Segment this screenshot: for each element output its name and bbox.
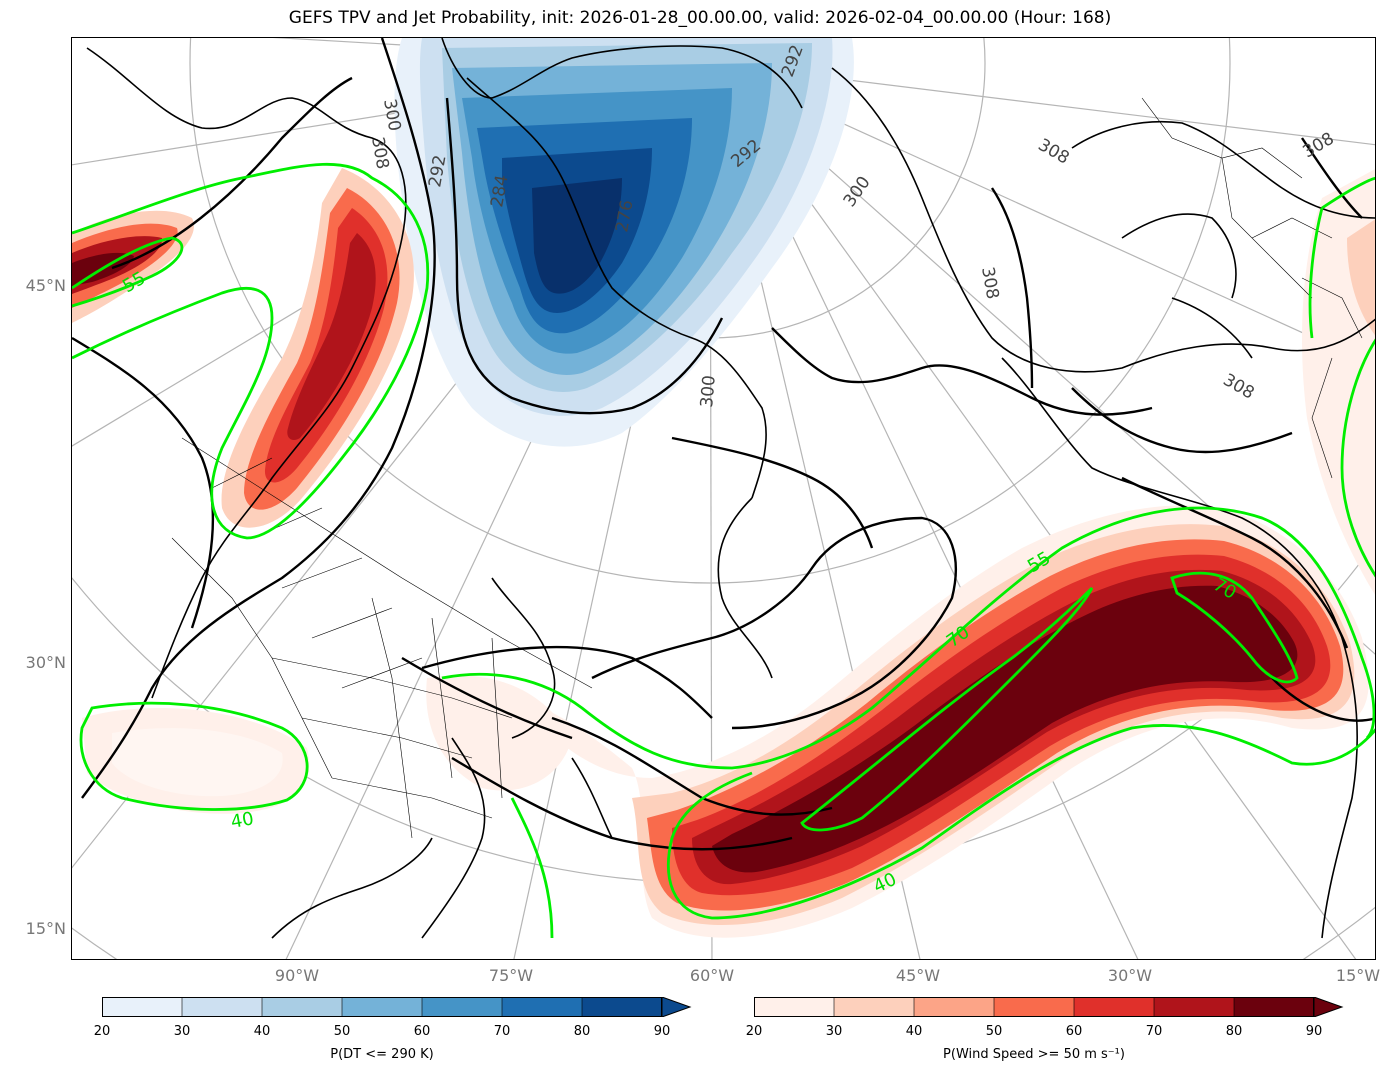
- lat-label-15n: 15°N: [25, 919, 66, 938]
- colorbar-tick-label: 20: [745, 1024, 763, 1039]
- map-canvas: 300 308 292 284 276 300 292 300 308 308 …: [72, 38, 1375, 959]
- colorbar-tick-label: 50: [333, 1024, 351, 1039]
- coastlines: [86, 38, 1375, 939]
- dt-contour-labels: 300 308 292 284 276 300 292 300 308 308 …: [367, 42, 1338, 408]
- dt-contours: [72, 38, 1375, 851]
- map-panel[interactable]: 300 308 292 284 276 300 292 300 308 308 …: [71, 37, 1376, 960]
- colorbar-segment: [1074, 997, 1154, 1017]
- colorbar-segment: [422, 997, 502, 1017]
- dt-label: 300: [697, 374, 720, 408]
- dt-label: 308: [1035, 135, 1073, 169]
- colorbar-extend-arrow: [1313, 997, 1344, 1017]
- colorbar-tick-label: 60: [1065, 1024, 1083, 1039]
- colorbar-segment: [502, 997, 582, 1017]
- lon-label-45w: 45°W: [895, 966, 941, 985]
- colorbar-frame: [102, 997, 662, 1017]
- map-title: GEFS TPV and Jet Probability, init: 2026…: [288, 8, 1112, 28]
- colorbar-segment: [342, 997, 422, 1017]
- jet-contours: [72, 162, 1375, 939]
- colorbar-tick-label: 40: [905, 1024, 923, 1039]
- political-borders: [171, 97, 1363, 839]
- colorbar-segment: [914, 997, 994, 1017]
- jet-label: 40: [229, 808, 255, 833]
- colorbar-extend-arrow: [661, 997, 692, 1017]
- colorbar-tick-label: 80: [1225, 1024, 1243, 1039]
- colorbar-jet-label: P(Wind Speed >= 50 m s⁻¹): [943, 1047, 1125, 1062]
- parallel-45: [189, 38, 1231, 584]
- colorbar-tpv: [102, 997, 692, 1017]
- colorbar-segment: [182, 997, 262, 1017]
- lon-label-75w: 75°W: [488, 966, 534, 985]
- colorbar-tick-label: 50: [985, 1024, 1003, 1039]
- dt-label: 308: [1300, 129, 1338, 163]
- jet-probability-fill: [72, 168, 1375, 938]
- colorbar-tick-label: 70: [1145, 1024, 1163, 1039]
- colorbar-jet: [754, 997, 1344, 1017]
- colorbar-segment: [582, 997, 662, 1017]
- lat-label-30n: 30°N: [25, 653, 66, 672]
- colorbar-tick-label: 70: [493, 1024, 511, 1039]
- colorbar-tick-label: 60: [413, 1024, 431, 1039]
- tpv-probability-fill: [394, 38, 854, 447]
- colorbar-segment: [994, 997, 1074, 1017]
- lon-label-60w: 60°W: [689, 966, 735, 985]
- lon-label-15w: 15°W: [1335, 966, 1381, 985]
- colorbar-segment: [102, 997, 182, 1017]
- lon-label-90w: 90°W: [274, 966, 320, 985]
- colorbar-segment: [834, 997, 914, 1017]
- dt-label: 308: [367, 135, 392, 170]
- colorbar-tick-label: 40: [253, 1024, 271, 1039]
- dt-label: 308: [977, 265, 1002, 300]
- dt-label: 308: [1220, 370, 1258, 404]
- colorbar-tick-label: 30: [825, 1024, 843, 1039]
- colorbar-tick-label: 90: [653, 1024, 671, 1039]
- colorbar-tick-label: 30: [173, 1024, 191, 1039]
- colorbar-tick-label: 20: [93, 1024, 111, 1039]
- dt-label: 300: [379, 97, 404, 132]
- colorbar-tick-label: 80: [573, 1024, 591, 1039]
- colorbar-tick-label: 90: [1305, 1024, 1323, 1039]
- colorbar-segment: [1154, 997, 1234, 1017]
- colorbar-tpv-label: P(DT <= 290 K): [330, 1047, 434, 1062]
- colorbar-frame: [754, 997, 1314, 1017]
- lat-label-45n: 45°N: [25, 276, 66, 295]
- colorbar-segment: [1234, 997, 1314, 1017]
- colorbar-segment: [262, 997, 342, 1017]
- lon-label-30w: 30°W: [1107, 966, 1153, 985]
- colorbar-segment: [754, 997, 834, 1017]
